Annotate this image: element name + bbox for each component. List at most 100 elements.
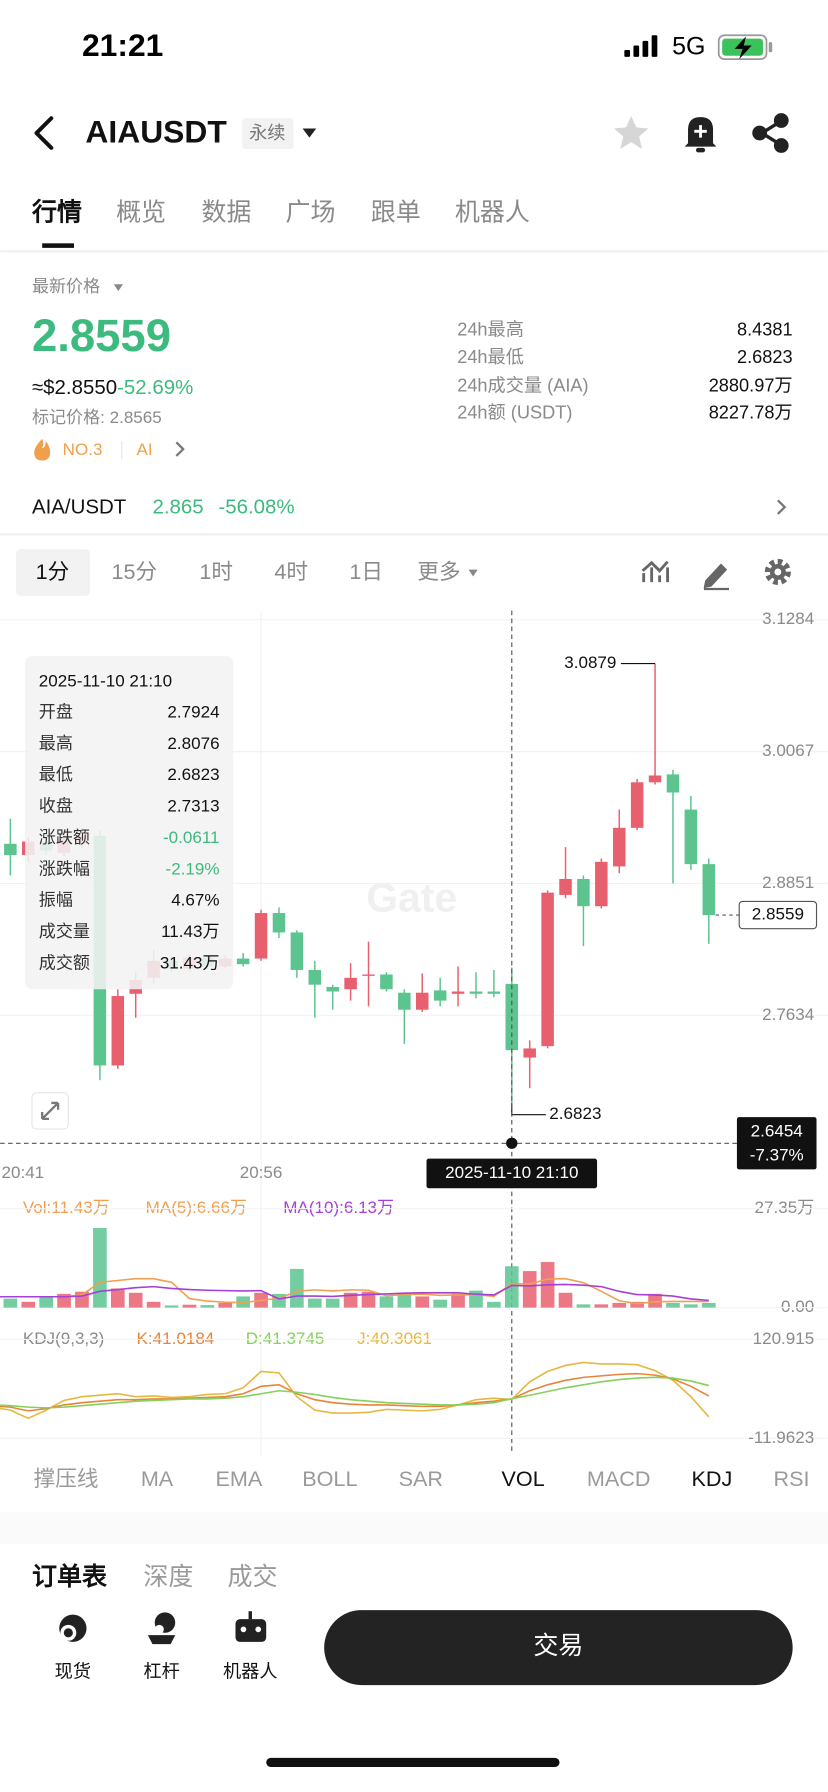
tooltip-label: 振幅 xyxy=(39,891,73,910)
volume-bar xyxy=(415,1296,430,1308)
chart-settings-button[interactable] xyxy=(764,558,791,586)
indicator-tab[interactable]: SAR xyxy=(399,1466,443,1491)
volume-bar xyxy=(576,1304,591,1308)
volume-legend: MA(5):6.66万 xyxy=(146,1198,247,1217)
volume-legend: Vol:11.43万 xyxy=(23,1198,110,1217)
interval-more-dropdown[interactable] xyxy=(468,569,478,577)
kdj-j-line xyxy=(0,1361,710,1420)
stat-label: 24h额 (USDT) xyxy=(457,403,572,423)
crosshair-price: 2.6454 xyxy=(751,1121,803,1140)
order-tab[interactable]: 深度 xyxy=(143,1563,193,1591)
symbol-dropdown[interactable] xyxy=(302,128,317,138)
volume-bar xyxy=(128,1292,143,1308)
stat-label: 24h最低 xyxy=(457,347,524,367)
low-label: 2.6823 xyxy=(549,1104,601,1123)
volume-bar xyxy=(612,1302,627,1308)
last-price-tag xyxy=(738,900,818,930)
interval-tab[interactable]: 1时 xyxy=(199,559,233,584)
tooltip-label: 成交量 xyxy=(39,922,90,941)
volume-bar xyxy=(451,1293,465,1308)
nav-tab[interactable]: 广场 xyxy=(286,198,336,226)
volume-bar xyxy=(648,1293,662,1308)
indicator-tab[interactable]: KDJ xyxy=(692,1466,733,1491)
tooltip-label: 最高 xyxy=(39,734,73,753)
nav-tab[interactable]: 跟单 xyxy=(371,198,421,226)
volume-bar xyxy=(343,1292,358,1308)
candle-body xyxy=(290,932,304,970)
spot-link[interactable] xyxy=(777,499,787,515)
volume-bar xyxy=(3,1298,18,1308)
volume-tick-label: 0.00 xyxy=(781,1297,814,1316)
candle-body xyxy=(4,843,17,856)
battery-icon xyxy=(717,34,773,60)
back-button[interactable] xyxy=(34,116,54,150)
spot-line[interactable]: AIA/USDT 2.865 -56.08% xyxy=(32,496,295,519)
tooltip-value: 31.43万 xyxy=(160,953,220,972)
volume-ma10-line xyxy=(0,1283,709,1302)
nav-tab[interactable]: 行情 xyxy=(31,198,82,226)
fullscreen-icon xyxy=(41,1101,60,1120)
candle-body xyxy=(415,992,429,1010)
indicator-tab[interactable]: 撑压线 xyxy=(34,1466,99,1491)
candle-body xyxy=(451,991,465,994)
candle-body xyxy=(236,958,250,965)
price-change: -52.69% xyxy=(117,376,193,399)
interval-tab[interactable]: 1分 xyxy=(36,559,70,584)
volume-bar xyxy=(433,1299,447,1308)
candle-body xyxy=(630,782,644,828)
candle-body xyxy=(559,878,572,895)
indicator-tab[interactable]: EMA xyxy=(215,1466,262,1491)
bottom-nav-item[interactable]: 杠杆 xyxy=(143,1661,179,1681)
volume-bar xyxy=(307,1298,322,1308)
bottom-nav-item[interactable]: 机器人 xyxy=(223,1661,278,1681)
interval-tab[interactable]: 15分 xyxy=(111,559,157,584)
indicator-tab[interactable]: VOL xyxy=(502,1466,545,1491)
sector-link[interactable] xyxy=(175,441,185,457)
favorite-button[interactable] xyxy=(614,115,649,149)
volume-bar xyxy=(146,1301,161,1308)
order-tab[interactable]: 订单表 xyxy=(32,1563,108,1591)
order-tab[interactable]: 成交 xyxy=(228,1563,278,1591)
indicator-tab[interactable]: MA xyxy=(141,1466,174,1491)
high-label: 3.0879 xyxy=(564,653,616,672)
trade-button[interactable] xyxy=(324,1610,793,1686)
volume-bar xyxy=(290,1268,304,1308)
alert-button[interactable] xyxy=(684,117,717,153)
indicator-tab[interactable]: RSI xyxy=(774,1466,810,1491)
volume-bar xyxy=(397,1292,412,1308)
sector: AI xyxy=(137,440,153,459)
volume-bar xyxy=(200,1305,215,1308)
nav-tab[interactable]: 机器人 xyxy=(455,198,530,226)
interval-tab[interactable]: 4时 xyxy=(274,559,308,584)
share-button[interactable] xyxy=(752,113,789,153)
interval-tab[interactable]: 更多 xyxy=(417,559,460,584)
bottom-nav-item[interactable]: 现货 xyxy=(55,1661,91,1681)
volume-bar xyxy=(684,1304,698,1308)
volume-bar xyxy=(558,1292,573,1308)
candle-body xyxy=(684,809,698,865)
candle-body xyxy=(308,969,322,985)
volume-bar xyxy=(504,1266,519,1308)
nav-tab[interactable]: 概览 xyxy=(116,198,166,226)
indicator-tab[interactable]: MACD xyxy=(587,1466,651,1491)
price-label-dropdown[interactable] xyxy=(113,284,123,292)
tooltip-label: 成交额 xyxy=(39,953,90,972)
nav-tab[interactable]: 数据 xyxy=(201,198,251,226)
indicator-settings-button[interactable] xyxy=(641,560,669,583)
y-tick-label: 2.8851 xyxy=(762,873,814,892)
interval-tab[interactable]: 1日 xyxy=(349,559,383,584)
mark-price: 标记价格: 2.8565 xyxy=(32,408,162,427)
volume-bar xyxy=(594,1304,609,1308)
draw-tool-button[interactable] xyxy=(703,563,729,591)
candle-body xyxy=(487,991,501,994)
volume-tick-label: 27.35万 xyxy=(755,1198,815,1217)
tooltip-value: -2.19% xyxy=(166,859,220,878)
tooltip-bg xyxy=(25,656,234,990)
kdj-legend: K:41.0184 xyxy=(137,1329,215,1348)
indicator-tab[interactable]: BOLL xyxy=(302,1466,357,1491)
tooltip-label: 收盘 xyxy=(39,797,73,816)
tooltip-label: 涨跌幅 xyxy=(39,859,90,878)
kdj-tick-label: -11.9623 xyxy=(748,1428,814,1447)
kline-chart: 3.1284 3.0067 2.8851 2.7634 20:41 20:56 Gate 3.… xyxy=(0,609,828,1456)
